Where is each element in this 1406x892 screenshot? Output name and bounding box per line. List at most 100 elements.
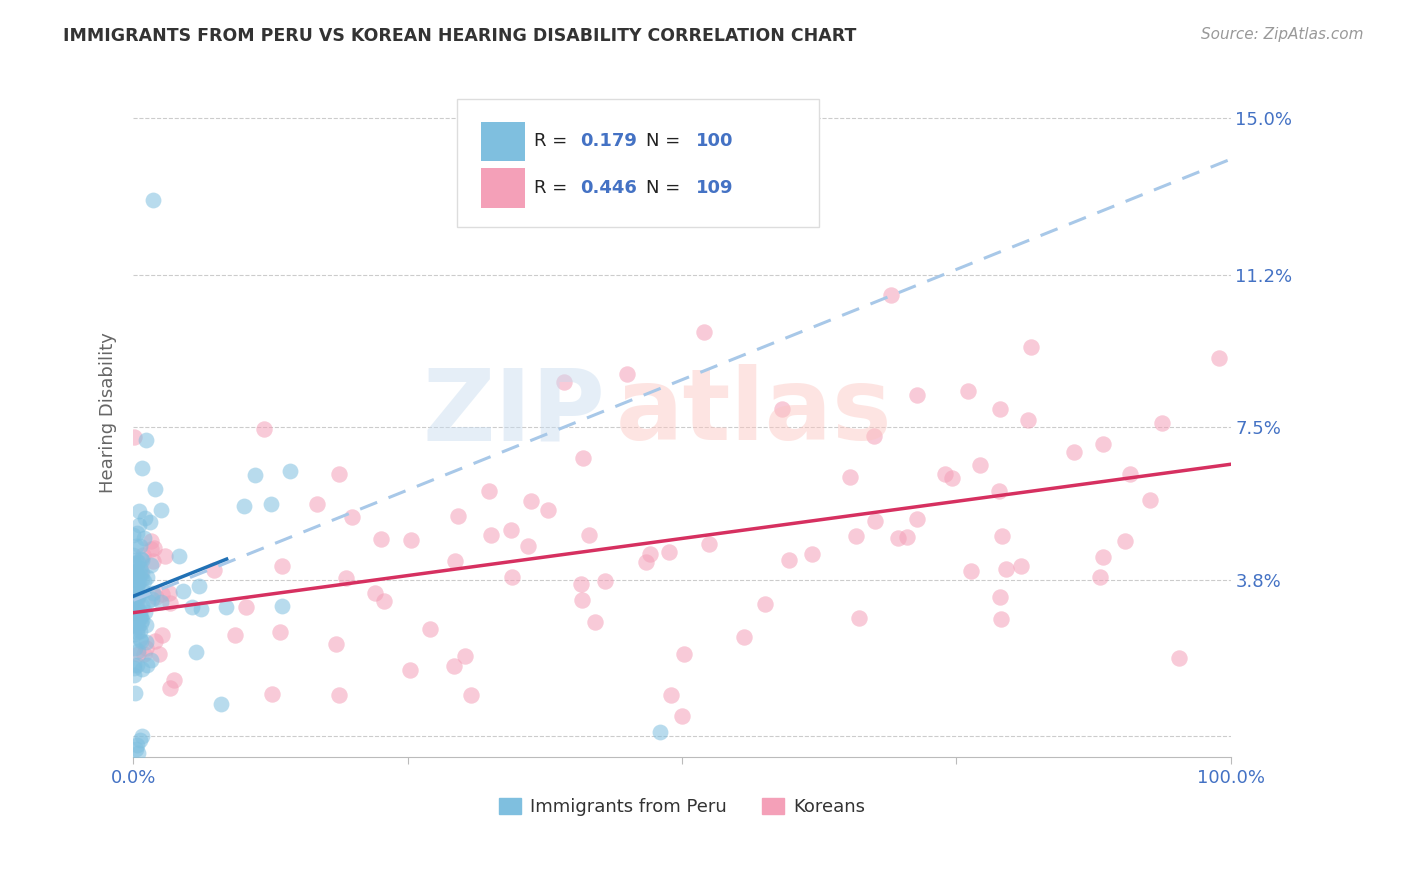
Point: [634, 555, 657, 569]
Point: [136, 594, 159, 608]
Point: [373, 594, 395, 608]
Point: [905, 388, 928, 402]
Point: [671, 708, 693, 723]
Point: [124, 641, 146, 656]
Point: [131, 553, 153, 567]
Point: [995, 561, 1018, 575]
Point: [150, 628, 173, 642]
Point: [399, 533, 422, 548]
Point: [134, 647, 156, 661]
Point: [478, 484, 501, 499]
Point: [150, 594, 173, 608]
Point: [845, 529, 868, 543]
Point: [1088, 570, 1111, 584]
Point: [122, 548, 145, 562]
Point: [127, 589, 149, 603]
Point: [520, 494, 543, 508]
Point: [990, 612, 1012, 626]
Point: [141, 534, 163, 549]
Point: [127, 574, 149, 589]
Point: [648, 725, 671, 739]
Point: [122, 667, 145, 681]
Point: [454, 648, 477, 663]
Point: [886, 531, 908, 545]
Point: [124, 585, 146, 599]
Point: [1091, 437, 1114, 451]
Point: [157, 586, 180, 600]
Point: [124, 599, 146, 613]
Point: [328, 467, 350, 481]
Point: [124, 611, 146, 625]
Point: [129, 551, 152, 566]
Point: [132, 548, 155, 562]
Point: [127, 647, 149, 661]
Point: [129, 624, 152, 639]
Point: [499, 524, 522, 538]
Point: [163, 673, 186, 688]
Point: [956, 384, 979, 398]
Point: [278, 464, 301, 478]
Point: [125, 569, 148, 583]
Point: [153, 549, 176, 564]
Point: [127, 555, 149, 569]
Point: [1019, 340, 1042, 354]
Point: [124, 618, 146, 632]
Point: [124, 564, 146, 578]
Point: [125, 594, 148, 608]
Point: [181, 599, 204, 614]
Point: [124, 686, 146, 700]
Bar: [481, 121, 524, 161]
Point: [149, 502, 172, 516]
Point: [934, 467, 956, 482]
Point: [134, 532, 156, 546]
Point: [127, 606, 149, 620]
Text: R =: R =: [534, 178, 572, 196]
Point: [172, 583, 194, 598]
Point: [124, 595, 146, 609]
Point: [941, 471, 963, 485]
Point: [988, 483, 1011, 498]
Point: [271, 599, 294, 613]
Point: [124, 430, 146, 444]
Point: [969, 458, 991, 472]
Point: [128, 518, 150, 533]
Point: [129, 560, 152, 574]
Point: [370, 533, 392, 547]
Point: [443, 659, 465, 673]
Point: [122, 599, 145, 613]
Point: [260, 687, 283, 701]
Text: ZIP: ZIP: [422, 364, 605, 461]
Point: [960, 564, 983, 578]
Point: [128, 504, 150, 518]
Point: [1010, 558, 1032, 573]
Point: [325, 637, 347, 651]
Point: [143, 482, 166, 496]
Legend: Immigrants from Peru, Koreans: Immigrants from Peru, Koreans: [492, 791, 872, 823]
Point: [150, 586, 173, 600]
Point: [131, 461, 153, 475]
Point: [578, 528, 600, 542]
Point: [991, 529, 1014, 543]
Point: [419, 623, 441, 637]
Point: [537, 502, 560, 516]
Point: [1114, 533, 1136, 548]
Point: [616, 367, 638, 381]
Text: 109: 109: [696, 178, 734, 196]
Point: [1091, 549, 1114, 564]
Point: [595, 574, 617, 588]
Point: [129, 564, 152, 578]
Text: 0.446: 0.446: [579, 178, 637, 196]
Point: [127, 746, 149, 760]
Point: [754, 597, 776, 611]
Point: [839, 470, 862, 484]
Point: [1208, 351, 1230, 366]
Point: [125, 615, 148, 629]
Point: [1119, 467, 1142, 482]
Point: [848, 611, 870, 625]
Point: [125, 540, 148, 554]
Point: [127, 624, 149, 639]
Point: [801, 547, 824, 561]
Point: [235, 599, 257, 614]
Point: [125, 525, 148, 540]
Point: [127, 591, 149, 606]
